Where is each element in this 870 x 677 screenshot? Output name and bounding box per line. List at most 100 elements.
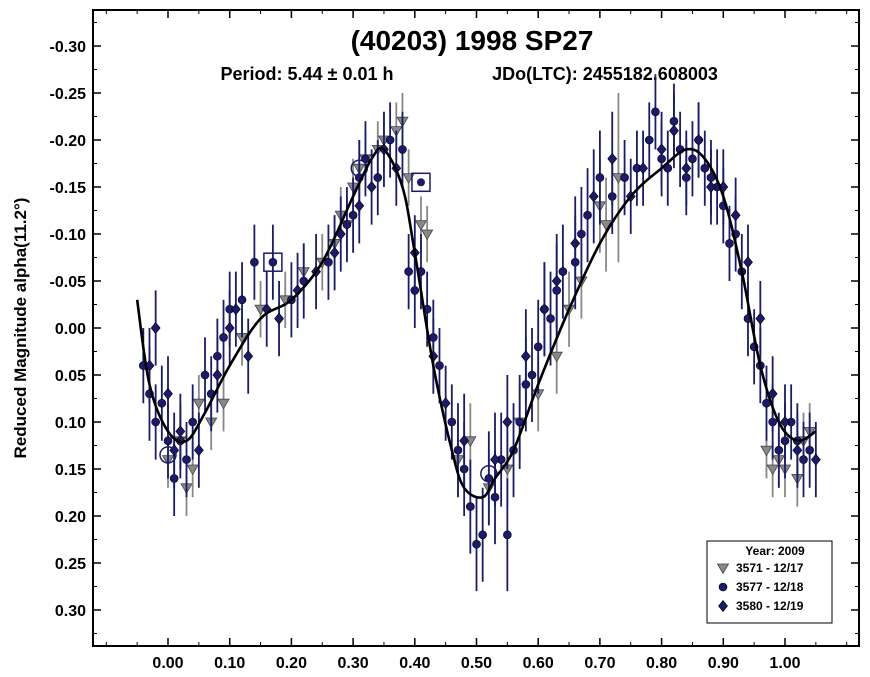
- x-tick-label: 0.30: [338, 655, 369, 672]
- data-point-3571-12-17: [420, 229, 434, 241]
- highlight-square: [263, 252, 283, 272]
- x-tick-label: 0.40: [399, 655, 430, 672]
- y-tick-label: 0.00: [55, 321, 86, 338]
- data-point-3577-12-18: [342, 220, 352, 229]
- highlight-circle: [159, 446, 177, 464]
- period-subtitle: Period: 5.44 ± 0.01 h: [221, 64, 394, 84]
- legend-box: [706, 540, 833, 624]
- y-tick-label: -0.15: [50, 180, 87, 197]
- data-point-3571-12-17: [414, 220, 428, 231]
- data-point-3577-12-18: [348, 210, 358, 220]
- data-point-3580-12-19: [743, 256, 753, 269]
- legend-entry: 3577 - 12/18: [736, 580, 804, 594]
- data-point-3577-12-18: [577, 229, 586, 239]
- data-point-3577-12-18: [503, 530, 512, 540]
- y-tick-label: -0.30: [50, 39, 87, 56]
- data-point-3577-12-18: [725, 239, 734, 248]
- y-tick-label: 0.15: [55, 462, 86, 479]
- data-point-3577-12-18: [182, 455, 191, 464]
- data-point-3577-12-18: [404, 267, 413, 276]
- data-point-3577-12-18: [453, 445, 463, 455]
- data-point-3577-12-18: [700, 163, 710, 173]
- data-point-3571-12-17: [760, 445, 773, 457]
- chart-title: (40203) 1998 SP27: [351, 25, 594, 56]
- y-tick-label: -0.25: [50, 86, 87, 103]
- data-point-3577-12-18: [324, 257, 333, 267]
- data-point-3580-12-19: [366, 181, 377, 193]
- data-point-3577-12-18: [188, 417, 197, 427]
- data-point-3580-12-19: [792, 444, 803, 457]
- y-tick-label: 0.10: [55, 415, 86, 432]
- data-point-3577-12-18: [163, 436, 173, 446]
- data-point-3577-12-18: [472, 539, 481, 549]
- data-point-3580-12-19: [440, 397, 451, 410]
- fit-curve: [135, 146, 817, 499]
- y-tick-label: -0.10: [50, 227, 87, 244]
- data-point-3577-12-18: [799, 455, 808, 464]
- data-point-3577-12-18: [774, 445, 784, 455]
- data-point-3571-12-17: [186, 464, 199, 476]
- data-point-3580-12-19: [150, 322, 161, 334]
- data-point-3577-12-18: [237, 295, 247, 305]
- data-point-3580-12-19: [693, 134, 704, 146]
- data-point-3571-12-17: [550, 351, 563, 363]
- y-tick-label: 0.20: [55, 509, 86, 526]
- data-point-3577-12-18: [200, 370, 210, 380]
- data-point-3580-12-19: [243, 350, 254, 363]
- data-point-3577-12-18: [583, 210, 592, 220]
- data-point-3577-12-18: [157, 398, 167, 408]
- data-point-3577-12-18: [373, 173, 383, 182]
- data-point-3577-12-18: [219, 333, 228, 342]
- data-point-3577-12-18: [435, 361, 444, 370]
- y-tick-label: -0.05: [50, 274, 87, 291]
- data-point-3577-12-18: [620, 173, 629, 182]
- data-point-3577-12-18: [447, 417, 457, 427]
- legend-marker: [718, 600, 728, 612]
- y-tick-label: 0.05: [55, 368, 86, 385]
- y-tick-label: 0.30: [55, 603, 86, 620]
- x-tick-label: 0.00: [152, 655, 183, 672]
- x-tick-label: 0.80: [646, 655, 677, 672]
- y-tick-label: 0.25: [55, 556, 86, 573]
- data-point-3577-12-18: [385, 135, 395, 145]
- data-point-3577-12-18: [466, 502, 475, 511]
- highlight-point: [268, 258, 277, 267]
- legend-entry: 3580 - 12/19: [736, 599, 804, 613]
- data-point-3580-12-19: [669, 124, 679, 137]
- data-point-3580-12-19: [730, 209, 741, 222]
- data-point-3580-12-19: [459, 434, 470, 447]
- x-tick-label: 0.60: [523, 655, 554, 672]
- data-point-3580-12-19: [539, 303, 550, 316]
- data-point-3580-12-19: [810, 453, 821, 466]
- data-point-3580-12-19: [767, 387, 778, 400]
- data-point-3580-12-19: [681, 162, 692, 175]
- legend-entry: 3571 - 12/17: [736, 561, 804, 575]
- data-point-3580-12-19: [502, 416, 513, 428]
- x-tick-label: 1.00: [769, 655, 800, 672]
- data-point-3580-12-19: [193, 444, 204, 457]
- legend-marker: [718, 582, 728, 592]
- data-point-3577-12-18: [688, 154, 697, 164]
- data-point-3577-12-18: [151, 417, 160, 427]
- axes-ticks: 0.00 0.10 0.20 0.30 0.40 0.50 0.60 0.70 0.80 0.90…: [50, 10, 859, 672]
- data-point-3577-12-18: [478, 530, 487, 540]
- epoch-subtitle: JDo(LTC): 2455182.608003: [492, 64, 718, 84]
- data-point-3577-12-18: [527, 370, 537, 380]
- data-point-3580-12-19: [354, 199, 365, 212]
- data-point-3580-12-19: [638, 162, 648, 175]
- x-tick-label: 0.70: [584, 655, 615, 672]
- legend-title: Year: 2009: [745, 544, 805, 558]
- x-tick-label: 0.50: [461, 655, 492, 672]
- data-point-3571-12-17: [766, 464, 779, 476]
- data-point-3577-12-18: [533, 342, 543, 352]
- data-point-3580-12-19: [175, 425, 186, 438]
- data-point-3577-12-18: [546, 314, 555, 323]
- data-point-3580-12-19: [755, 312, 766, 325]
- data-point-3577-12-18: [651, 107, 660, 117]
- legend-marker: [716, 563, 730, 575]
- data-point-3580-12-19: [551, 275, 562, 287]
- data-point-3580-12-19: [230, 303, 241, 316]
- data-point-3580-12-19: [780, 416, 790, 428]
- data-points: [139, 74, 821, 592]
